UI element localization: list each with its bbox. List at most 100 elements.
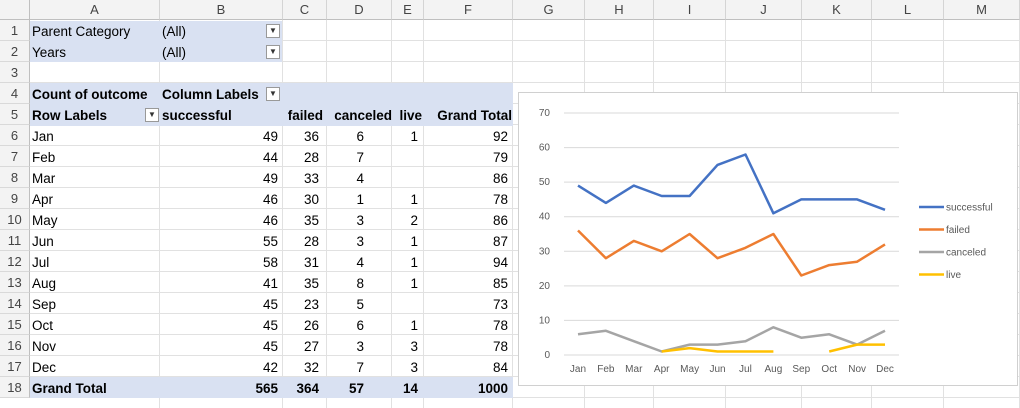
pivot-row-jun-live[interactable]: 1 bbox=[410, 233, 418, 249]
pivot-row-jul-failed[interactable]: 31 bbox=[303, 254, 319, 270]
pivot-row-jun-successful[interactable]: 55 bbox=[262, 233, 278, 249]
pivot-row-mar-successful[interactable]: 49 bbox=[262, 170, 278, 186]
pivot-row-feb-grand-total[interactable]: 79 bbox=[492, 149, 508, 165]
column-header-l[interactable]: L bbox=[872, 0, 944, 20]
pivot-row-feb-canceled[interactable]: 7 bbox=[356, 149, 364, 165]
pivot-row-may-failed[interactable]: 35 bbox=[303, 212, 319, 228]
pivot-row-may-grand-total[interactable]: 86 bbox=[492, 212, 508, 228]
pivot-row-sep-grand-total[interactable]: 73 bbox=[492, 296, 508, 312]
pivot-row-nov-failed[interactable]: 27 bbox=[303, 338, 319, 354]
pivot-row-jun-label[interactable]: Jun bbox=[32, 233, 54, 249]
pivot-row-mar-grand-total[interactable]: 86 bbox=[492, 170, 508, 186]
pivot-row-jun-canceled[interactable]: 3 bbox=[356, 233, 364, 249]
pivot-grand-total-successful[interactable]: 565 bbox=[255, 380, 278, 396]
row-header-11[interactable]: 11 bbox=[0, 230, 30, 251]
pivot-row-may-canceled[interactable]: 3 bbox=[356, 212, 364, 228]
pivot-row-jul-successful[interactable]: 58 bbox=[262, 254, 278, 270]
pivot-row-jun-failed[interactable]: 28 bbox=[303, 233, 319, 249]
pivot-row-oct-grand-total[interactable]: 78 bbox=[492, 317, 508, 333]
select-all-corner[interactable] bbox=[0, 0, 30, 20]
pivot-row-apr-live[interactable]: 1 bbox=[410, 191, 418, 207]
pivot-row-aug-failed[interactable]: 35 bbox=[303, 275, 319, 291]
pivot-row-sep-canceled[interactable]: 5 bbox=[356, 296, 364, 312]
row-header-17[interactable]: 17 bbox=[0, 356, 30, 377]
row-header-13[interactable]: 13 bbox=[0, 272, 30, 293]
column-header-f[interactable]: F bbox=[424, 0, 513, 20]
filter-dropdown-years[interactable]: ▼ bbox=[266, 45, 280, 59]
pivot-row-jul-grand-total[interactable]: 94 bbox=[492, 254, 508, 270]
pivot-row-feb-label[interactable]: Feb bbox=[32, 149, 56, 165]
column-header-d[interactable]: D bbox=[327, 0, 392, 20]
pivot-row-apr-canceled[interactable]: 1 bbox=[356, 191, 364, 207]
pivot-row-jan-live[interactable]: 1 bbox=[410, 128, 418, 144]
pivot-row-sep-successful[interactable]: 45 bbox=[262, 296, 278, 312]
row-labels-filter-button[interactable]: ▼ bbox=[145, 108, 159, 122]
pivot-row-jul-label[interactable]: Jul bbox=[32, 254, 50, 270]
column-header-m[interactable]: M bbox=[944, 0, 1020, 20]
pivot-row-mar-label[interactable]: Mar bbox=[32, 170, 56, 186]
row-header-5[interactable]: 5 bbox=[0, 104, 30, 125]
pivot-row-oct-live[interactable]: 1 bbox=[410, 317, 418, 333]
pivot-row-nov-grand-total[interactable]: 78 bbox=[492, 338, 508, 354]
pivot-row-feb-failed[interactable]: 28 bbox=[303, 149, 319, 165]
column-header-i[interactable]: I bbox=[654, 0, 726, 20]
pivot-row-dec-canceled[interactable]: 7 bbox=[356, 359, 364, 375]
pivot-row-nov-live[interactable]: 3 bbox=[410, 338, 418, 354]
row-header-14[interactable]: 14 bbox=[0, 293, 30, 314]
pivot-row-nov-canceled[interactable]: 3 bbox=[356, 338, 364, 354]
pivot-row-dec-label[interactable]: Dec bbox=[32, 359, 57, 375]
column-header-h[interactable]: H bbox=[585, 0, 654, 20]
pivot-grand-total-live[interactable]: 14 bbox=[402, 380, 418, 396]
column-header-c[interactable]: C bbox=[283, 0, 327, 20]
pivot-row-may-successful[interactable]: 46 bbox=[262, 212, 278, 228]
pivot-row-apr-grand-total[interactable]: 78 bbox=[492, 191, 508, 207]
row-header-16[interactable]: 16 bbox=[0, 335, 30, 356]
pivot-row-apr-failed[interactable]: 30 bbox=[303, 191, 319, 207]
pivot-row-feb-successful[interactable]: 44 bbox=[262, 149, 278, 165]
column-header-b[interactable]: B bbox=[160, 0, 283, 20]
column-header-k[interactable]: K bbox=[802, 0, 872, 20]
row-header-9[interactable]: 9 bbox=[0, 188, 30, 209]
pivot-row-dec-grand-total[interactable]: 84 bbox=[492, 359, 508, 375]
row-header-7[interactable]: 7 bbox=[0, 146, 30, 167]
pivot-grand-total-label[interactable]: Grand Total bbox=[32, 380, 107, 396]
pivot-row-may-label[interactable]: May bbox=[32, 212, 58, 228]
pivot-row-apr-label[interactable]: Apr bbox=[32, 191, 54, 207]
pivot-row-aug-grand-total[interactable]: 85 bbox=[492, 275, 508, 291]
pivot-grand-total-grand-total[interactable]: 1000 bbox=[477, 380, 508, 396]
pivot-row-jan-canceled[interactable]: 6 bbox=[356, 128, 364, 144]
pivot-row-sep-live[interactable] bbox=[392, 294, 418, 314]
pivot-row-jun-grand-total[interactable]: 87 bbox=[492, 233, 508, 249]
pivot-row-mar-failed[interactable]: 33 bbox=[303, 170, 319, 186]
pivot-row-oct-canceled[interactable]: 6 bbox=[356, 317, 364, 333]
pivot-row-jan-label[interactable]: Jan bbox=[32, 128, 54, 144]
pivot-row-oct-successful[interactable]: 45 bbox=[262, 317, 278, 333]
pivot-grand-total-canceled[interactable]: 57 bbox=[348, 380, 364, 396]
pivot-row-nov-successful[interactable]: 45 bbox=[262, 338, 278, 354]
pivot-row-jul-canceled[interactable]: 4 bbox=[356, 254, 364, 270]
pivot-row-dec-failed[interactable]: 32 bbox=[303, 359, 319, 375]
column-header-j[interactable]: J bbox=[726, 0, 802, 20]
row-header-6[interactable]: 6 bbox=[0, 125, 30, 146]
column-header-e[interactable]: E bbox=[392, 0, 424, 20]
row-header-10[interactable]: 10 bbox=[0, 209, 30, 230]
column-header-a[interactable]: A bbox=[30, 0, 160, 20]
pivot-grand-total-failed[interactable]: 364 bbox=[296, 380, 319, 396]
pivot-row-jan-successful[interactable]: 49 bbox=[262, 128, 278, 144]
row-header-15[interactable]: 15 bbox=[0, 314, 30, 335]
pivot-row-sep-failed[interactable]: 23 bbox=[303, 296, 319, 312]
line-chart[interactable]: 0 10 20 30 40 50 60 70 Jan Feb Mar Apr May Jun Jul Aug S… bbox=[518, 92, 1018, 386]
filter-value-parent-category[interactable]: (All) bbox=[162, 23, 186, 39]
pivot-row-oct-failed[interactable]: 26 bbox=[303, 317, 319, 333]
pivot-row-oct-label[interactable]: Oct bbox=[32, 317, 54, 333]
pivot-row-aug-live[interactable]: 1 bbox=[410, 275, 418, 291]
column-labels-filter-button[interactable]: ▼ bbox=[266, 87, 280, 101]
pivot-row-sep-label[interactable]: Sep bbox=[32, 296, 57, 312]
pivot-row-nov-label[interactable]: Nov bbox=[32, 338, 57, 354]
pivot-row-may-live[interactable]: 2 bbox=[410, 212, 418, 228]
row-header-8[interactable]: 8 bbox=[0, 167, 30, 188]
row-header-2[interactable]: 2 bbox=[0, 41, 30, 62]
pivot-row-apr-successful[interactable]: 46 bbox=[262, 191, 278, 207]
filter-dropdown-parent-category[interactable]: ▼ bbox=[266, 24, 280, 38]
